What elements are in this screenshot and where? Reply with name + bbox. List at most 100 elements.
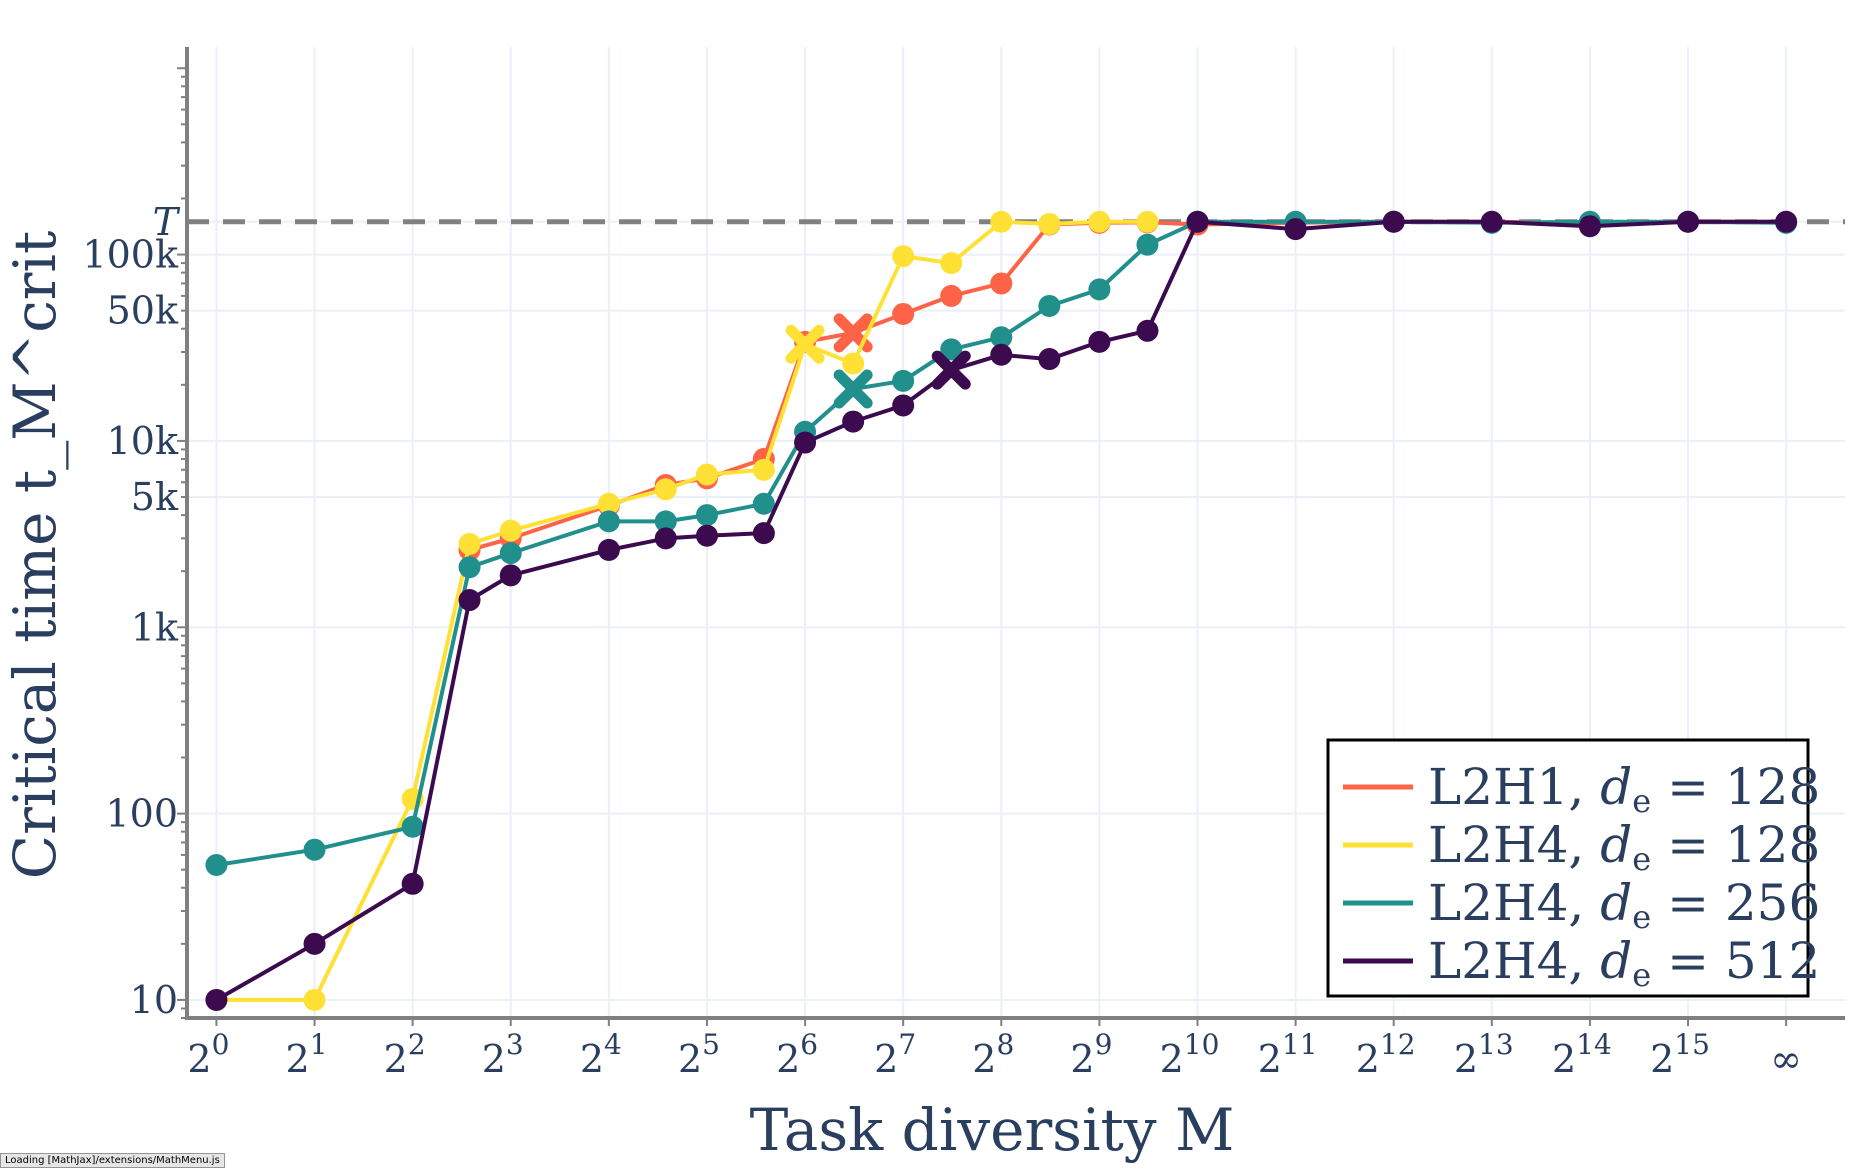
legend-label: L2H1, de = 128 — [1428, 758, 1820, 820]
series-line — [468, 219, 1787, 552]
data-point — [458, 556, 481, 579]
data-point — [1088, 210, 1111, 233]
y-tick-label: 10 — [130, 978, 178, 1022]
data-point — [695, 524, 718, 547]
data-point — [654, 510, 677, 533]
data-point — [654, 527, 677, 550]
x-tick-label: 215 — [1650, 1028, 1710, 1081]
data-point — [1775, 210, 1798, 233]
data-point — [752, 458, 775, 481]
data-point — [990, 272, 1013, 295]
x-tick-label: 24 — [580, 1028, 622, 1081]
data-point — [1038, 348, 1061, 371]
x-tick-label: 29 — [1070, 1028, 1112, 1081]
data-point — [940, 284, 963, 307]
data-point — [1136, 319, 1159, 342]
data-point — [205, 853, 228, 876]
x-tick-labels: 20 21 22 23 24 25 26 27 28 29 210 211 212 213 214 215 ∞ — [187, 1028, 1802, 1081]
data-point — [458, 589, 481, 612]
data-point — [752, 522, 775, 545]
x-tick-label: 214 — [1552, 1028, 1612, 1081]
data-point — [1136, 210, 1159, 233]
data-point — [499, 542, 522, 565]
data-point — [597, 510, 620, 533]
y-axis-title: Critical time t_M^crit — [1, 231, 69, 880]
data-point — [401, 815, 424, 838]
data-point — [940, 252, 963, 275]
y-tick-label: 1k — [131, 605, 179, 649]
x-tick-label: 27 — [874, 1028, 916, 1081]
data-point-cross — [785, 324, 825, 364]
data-point — [892, 394, 915, 417]
data-point — [990, 210, 1013, 233]
x-tick-label: ∞ — [1770, 1037, 1802, 1081]
data-point — [1088, 330, 1111, 353]
x-tick-label: 26 — [776, 1028, 818, 1081]
series-4 — [205, 210, 1798, 1011]
data-point — [597, 538, 620, 561]
data-point — [499, 564, 522, 587]
y-tick-label: 100k — [82, 233, 179, 277]
data-point — [1038, 212, 1061, 235]
x-tick-label: 25 — [678, 1028, 720, 1081]
data-point-cross — [833, 369, 873, 409]
data-point — [1136, 233, 1159, 256]
data-point — [892, 302, 915, 325]
legend-label: L2H4, de = 512 — [1428, 932, 1820, 994]
data-point — [303, 988, 326, 1011]
data-point — [654, 478, 677, 501]
data-point — [1088, 278, 1111, 301]
x-tick-label: 211 — [1258, 1028, 1318, 1081]
data-point — [205, 988, 228, 1011]
legend-label: L2H4, de = 256 — [1428, 874, 1820, 936]
x-tick-label: 20 — [187, 1028, 229, 1081]
data-point — [401, 872, 424, 895]
data-point — [303, 932, 326, 955]
data-point — [940, 338, 963, 361]
data-point — [303, 838, 326, 861]
x-axis-title: Task diversity M — [750, 1096, 1235, 1164]
data-point — [1578, 215, 1601, 238]
data-point — [695, 504, 718, 527]
legend-box — [1326, 738, 1810, 998]
data-point — [1038, 294, 1061, 317]
data-point-cross — [931, 350, 971, 390]
data-point — [842, 410, 865, 433]
data-point — [892, 245, 915, 268]
data-point — [892, 369, 915, 392]
axes — [177, 47, 1845, 1026]
y-tick-label: 5k — [131, 475, 179, 519]
data-point — [499, 519, 522, 542]
y-tick-label: 50k — [107, 289, 179, 333]
mathjax-loading-status: Loading [MathJax]/extensions/MathMenu.js — [0, 1153, 225, 1168]
x-tick-label: 23 — [482, 1028, 524, 1081]
data-point — [597, 492, 620, 515]
series-layer — [205, 210, 1798, 1011]
data-point — [752, 492, 775, 515]
x-tick-label: 28 — [972, 1028, 1014, 1081]
series-2 — [205, 210, 1159, 1011]
data-point — [695, 463, 718, 486]
x-tick-label: 210 — [1160, 1028, 1220, 1081]
data-point — [1677, 210, 1700, 233]
data-point — [842, 352, 865, 375]
data-point — [1480, 210, 1503, 233]
data-point — [990, 343, 1013, 366]
data-point — [1382, 210, 1405, 233]
data-point — [1186, 210, 1209, 233]
data-point — [794, 431, 817, 454]
y-tick-label: 10k — [107, 419, 179, 463]
data-point — [990, 326, 1013, 349]
data-point — [1284, 218, 1307, 241]
legend-label: L2H4, de = 128 — [1428, 816, 1820, 878]
x-tick-label: 212 — [1356, 1028, 1416, 1081]
data-point — [458, 532, 481, 555]
y-tick-label: T — [153, 200, 181, 244]
x-tick-label: 21 — [286, 1028, 328, 1081]
y-tick-label: 100 — [105, 792, 178, 836]
x-tick-label: 22 — [384, 1028, 426, 1081]
x-tick-label: 213 — [1454, 1028, 1514, 1081]
